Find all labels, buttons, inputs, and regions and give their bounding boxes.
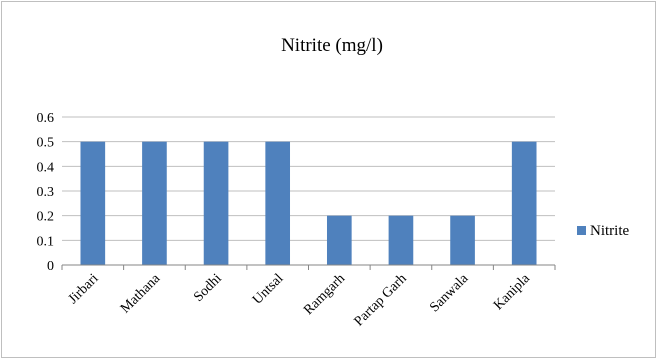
y-tick-label: 0.3 [37,185,55,200]
bars [80,141,537,265]
x-axis [61,264,556,270]
chart-title: Nitrite (mg/l) [281,35,383,56]
y-tick-label: 0.4 [37,160,55,175]
bar [142,141,167,265]
bar [80,141,106,265]
legend: Nitrite [577,223,629,239]
y-tick-label: 0.2 [37,210,55,225]
legend-label-nitrite: Nitrite [590,223,629,239]
gridlines [62,116,555,241]
y-axis-ticks: 0 0.1 0.2 0.3 0.4 0.5 0.6 [37,111,55,274]
bar [265,141,291,265]
x-axis-ticks: Jirbari Mathana Sodhi Untsal Ramgarh Partap G… [66,271,534,330]
x-tick-label: Partap Garh [352,271,410,329]
bar [388,215,414,265]
x-tick-label: Sodhi [191,271,225,305]
x-tick-label: Untsal [250,271,287,308]
x-tick-label: Jirbari [66,271,102,307]
y-tick-label: 0.5 [37,136,55,151]
bar [326,215,352,265]
x-tick-label: Sanwala [427,271,472,316]
y-tick-label: 0 [47,259,54,274]
bar [450,215,475,265]
y-tick-label: 0.6 [37,111,55,126]
x-tick-label: Mathana [118,271,164,317]
legend-swatch-nitrite [577,226,586,235]
y-tick-label: 0.1 [37,234,55,249]
x-tick-label: Kanipla [491,271,533,313]
bar [203,141,229,265]
bar [511,141,537,265]
x-tick-label: Ramgarh [301,271,348,318]
